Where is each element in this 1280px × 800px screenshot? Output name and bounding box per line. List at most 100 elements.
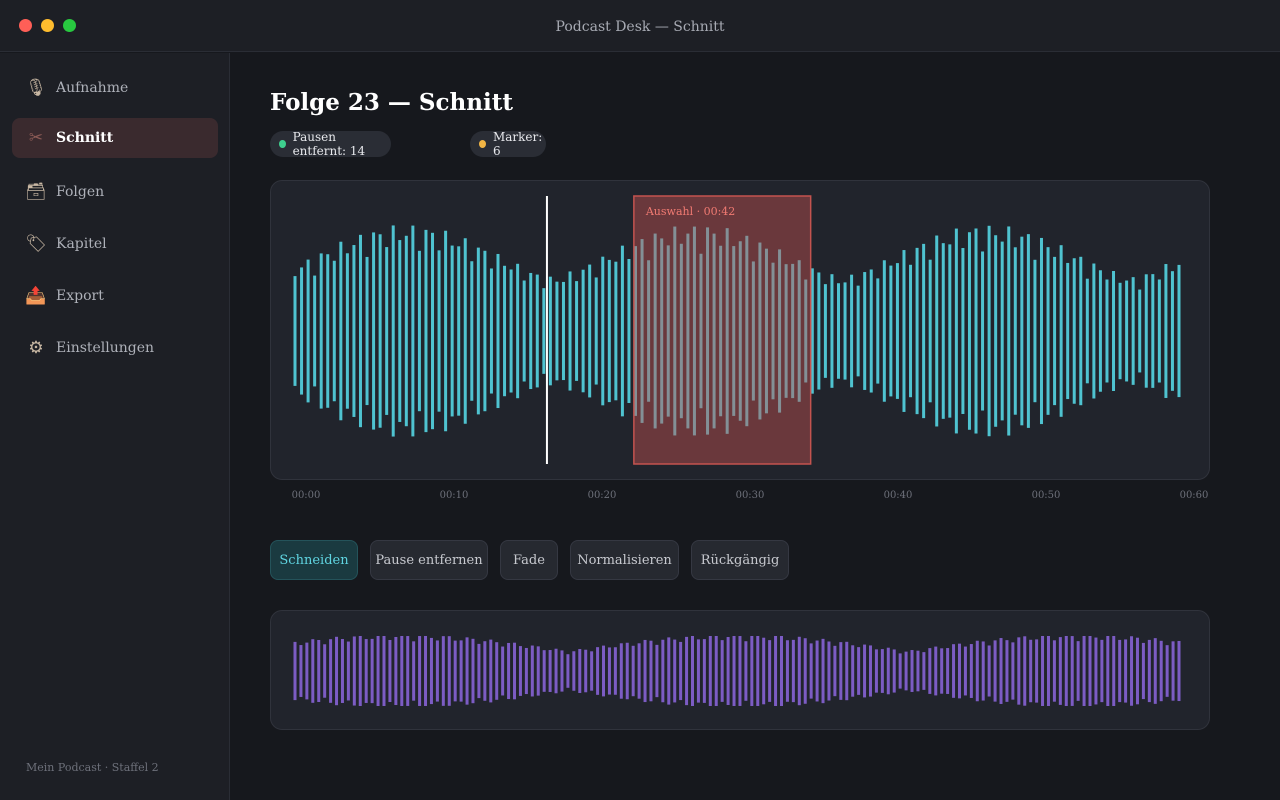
normalize-button[interactable]: Normalisieren (570, 540, 679, 580)
waveform-bar (640, 239, 644, 423)
overview-bar (714, 636, 718, 706)
selection-region[interactable] (633, 195, 812, 465)
waveform-bar (791, 263, 795, 399)
waveform-bar (1007, 226, 1011, 436)
waveform-canvas[interactable]: Auswahl · 00:42 (271, 181, 1211, 481)
waveform-bar (751, 261, 755, 401)
overview-bar (388, 639, 392, 703)
waveform-bar (889, 265, 893, 397)
overview-bar (874, 649, 878, 693)
waveform-bar (784, 264, 788, 398)
overview-bar (305, 642, 309, 700)
waveform-bar (509, 269, 513, 393)
waveform-bar (1026, 234, 1030, 428)
waveform-bar (686, 233, 690, 429)
overview-bar (969, 644, 973, 698)
time-tick: 00:00 (291, 490, 321, 501)
sidebar-item-aufnahme[interactable]: 🎙 Aufnahme (12, 68, 218, 108)
overview-bar (993, 640, 997, 702)
waveform-bar (332, 260, 336, 402)
waveform-bar (732, 246, 736, 416)
status-badge-label: Pausen entfernt: 14 (292, 130, 366, 158)
sidebar-item-export[interactable]: 📤 Export (12, 276, 218, 316)
overview-bar (691, 636, 695, 706)
waveform-bar (1157, 279, 1161, 383)
overview-bar (868, 645, 872, 697)
close-window-button[interactable] (19, 19, 32, 32)
waveform-bar (647, 260, 651, 402)
waveform-bar (588, 264, 592, 398)
waveform-bar (797, 260, 801, 402)
cut-button[interactable]: Schneiden (270, 540, 358, 580)
waveform-bar (450, 245, 454, 417)
waveform-bar (895, 263, 899, 399)
time-tick: 00:60 (1179, 490, 1209, 501)
overview-bar (1177, 640, 1181, 702)
playhead[interactable] (545, 196, 548, 464)
overview-bar (346, 641, 350, 701)
waveform-bar (365, 256, 369, 406)
overview-bar (803, 638, 807, 704)
waveform-bar (378, 234, 382, 428)
overview-bar (1130, 636, 1134, 706)
overview-bar (317, 639, 321, 703)
overview-bar (999, 638, 1003, 704)
waveform-bar (660, 238, 664, 424)
waveform-bar (417, 250, 421, 412)
sidebar-item-folgen[interactable]: 🗃 Folgen (12, 172, 218, 212)
overview-bar (293, 641, 297, 701)
overview-bar (513, 642, 517, 700)
waveform-bar (483, 250, 487, 412)
undo-button[interactable]: Rückgängig (691, 540, 789, 580)
waveform-bar (856, 285, 860, 377)
waveform-panel[interactable]: Auswahl · 00:42 (270, 180, 1210, 480)
sidebar-item-schnitt[interactable]: ✂ Schnitt (12, 118, 218, 158)
overview-panel[interactable] (270, 610, 1210, 730)
sidebar-item-kapitel[interactable]: 🏷 Kapitel (12, 224, 218, 264)
overview-bar (952, 644, 956, 698)
overview-bar (756, 636, 760, 706)
overview-bar (1141, 642, 1145, 700)
waveform-bar (634, 246, 638, 416)
sidebar-item-einstellungen[interactable]: ⚙ Einstellungen (12, 328, 218, 368)
zoom-window-button[interactable] (63, 19, 76, 32)
overview-bar (738, 636, 742, 706)
waveform-bar (863, 272, 867, 390)
remove-pause-button[interactable]: Pause entfernen (370, 540, 488, 580)
microphone-icon: 🎙 (25, 78, 47, 98)
overview-waveform[interactable] (271, 611, 1211, 731)
waveform-bar (692, 226, 696, 436)
waveform-bar (1066, 262, 1070, 400)
waveform-bar (922, 243, 926, 419)
waveform-bar (1053, 256, 1057, 406)
overview-bar (602, 645, 606, 697)
status-badge-label: Marker: 6 (492, 130, 543, 158)
waveform-bar (915, 247, 919, 415)
waveform-bar (666, 245, 670, 417)
overview-bar (685, 636, 689, 706)
waveform-bar (1072, 258, 1076, 404)
fade-button[interactable]: Fade (500, 540, 558, 580)
time-axis: 00:00 00:10 00:20 00:30 00:40 00:50 00:6… (270, 490, 1210, 506)
overview-bar (857, 647, 861, 695)
waveform-bar (319, 253, 323, 409)
overview-bar (329, 639, 333, 703)
overview-bar (702, 639, 706, 703)
waveform-bar (1164, 264, 1168, 398)
overview-bar (1153, 638, 1157, 704)
overview-bar (785, 640, 789, 702)
waveform-bar (673, 226, 677, 436)
waveform-bar (941, 243, 945, 419)
waveform-bar (457, 246, 461, 416)
waveform-bar (620, 245, 624, 417)
waveform-bar (313, 275, 317, 387)
scissors-icon: ✂ (28, 128, 44, 148)
overview-bar (892, 649, 896, 693)
waveform-bar (1177, 264, 1181, 398)
waveform-bar (581, 269, 585, 393)
waveform-bar (745, 235, 749, 427)
overview-bar (453, 640, 457, 702)
waveform-bar (653, 233, 657, 429)
minimize-window-button[interactable] (41, 19, 54, 32)
overview-bar (1070, 636, 1074, 706)
